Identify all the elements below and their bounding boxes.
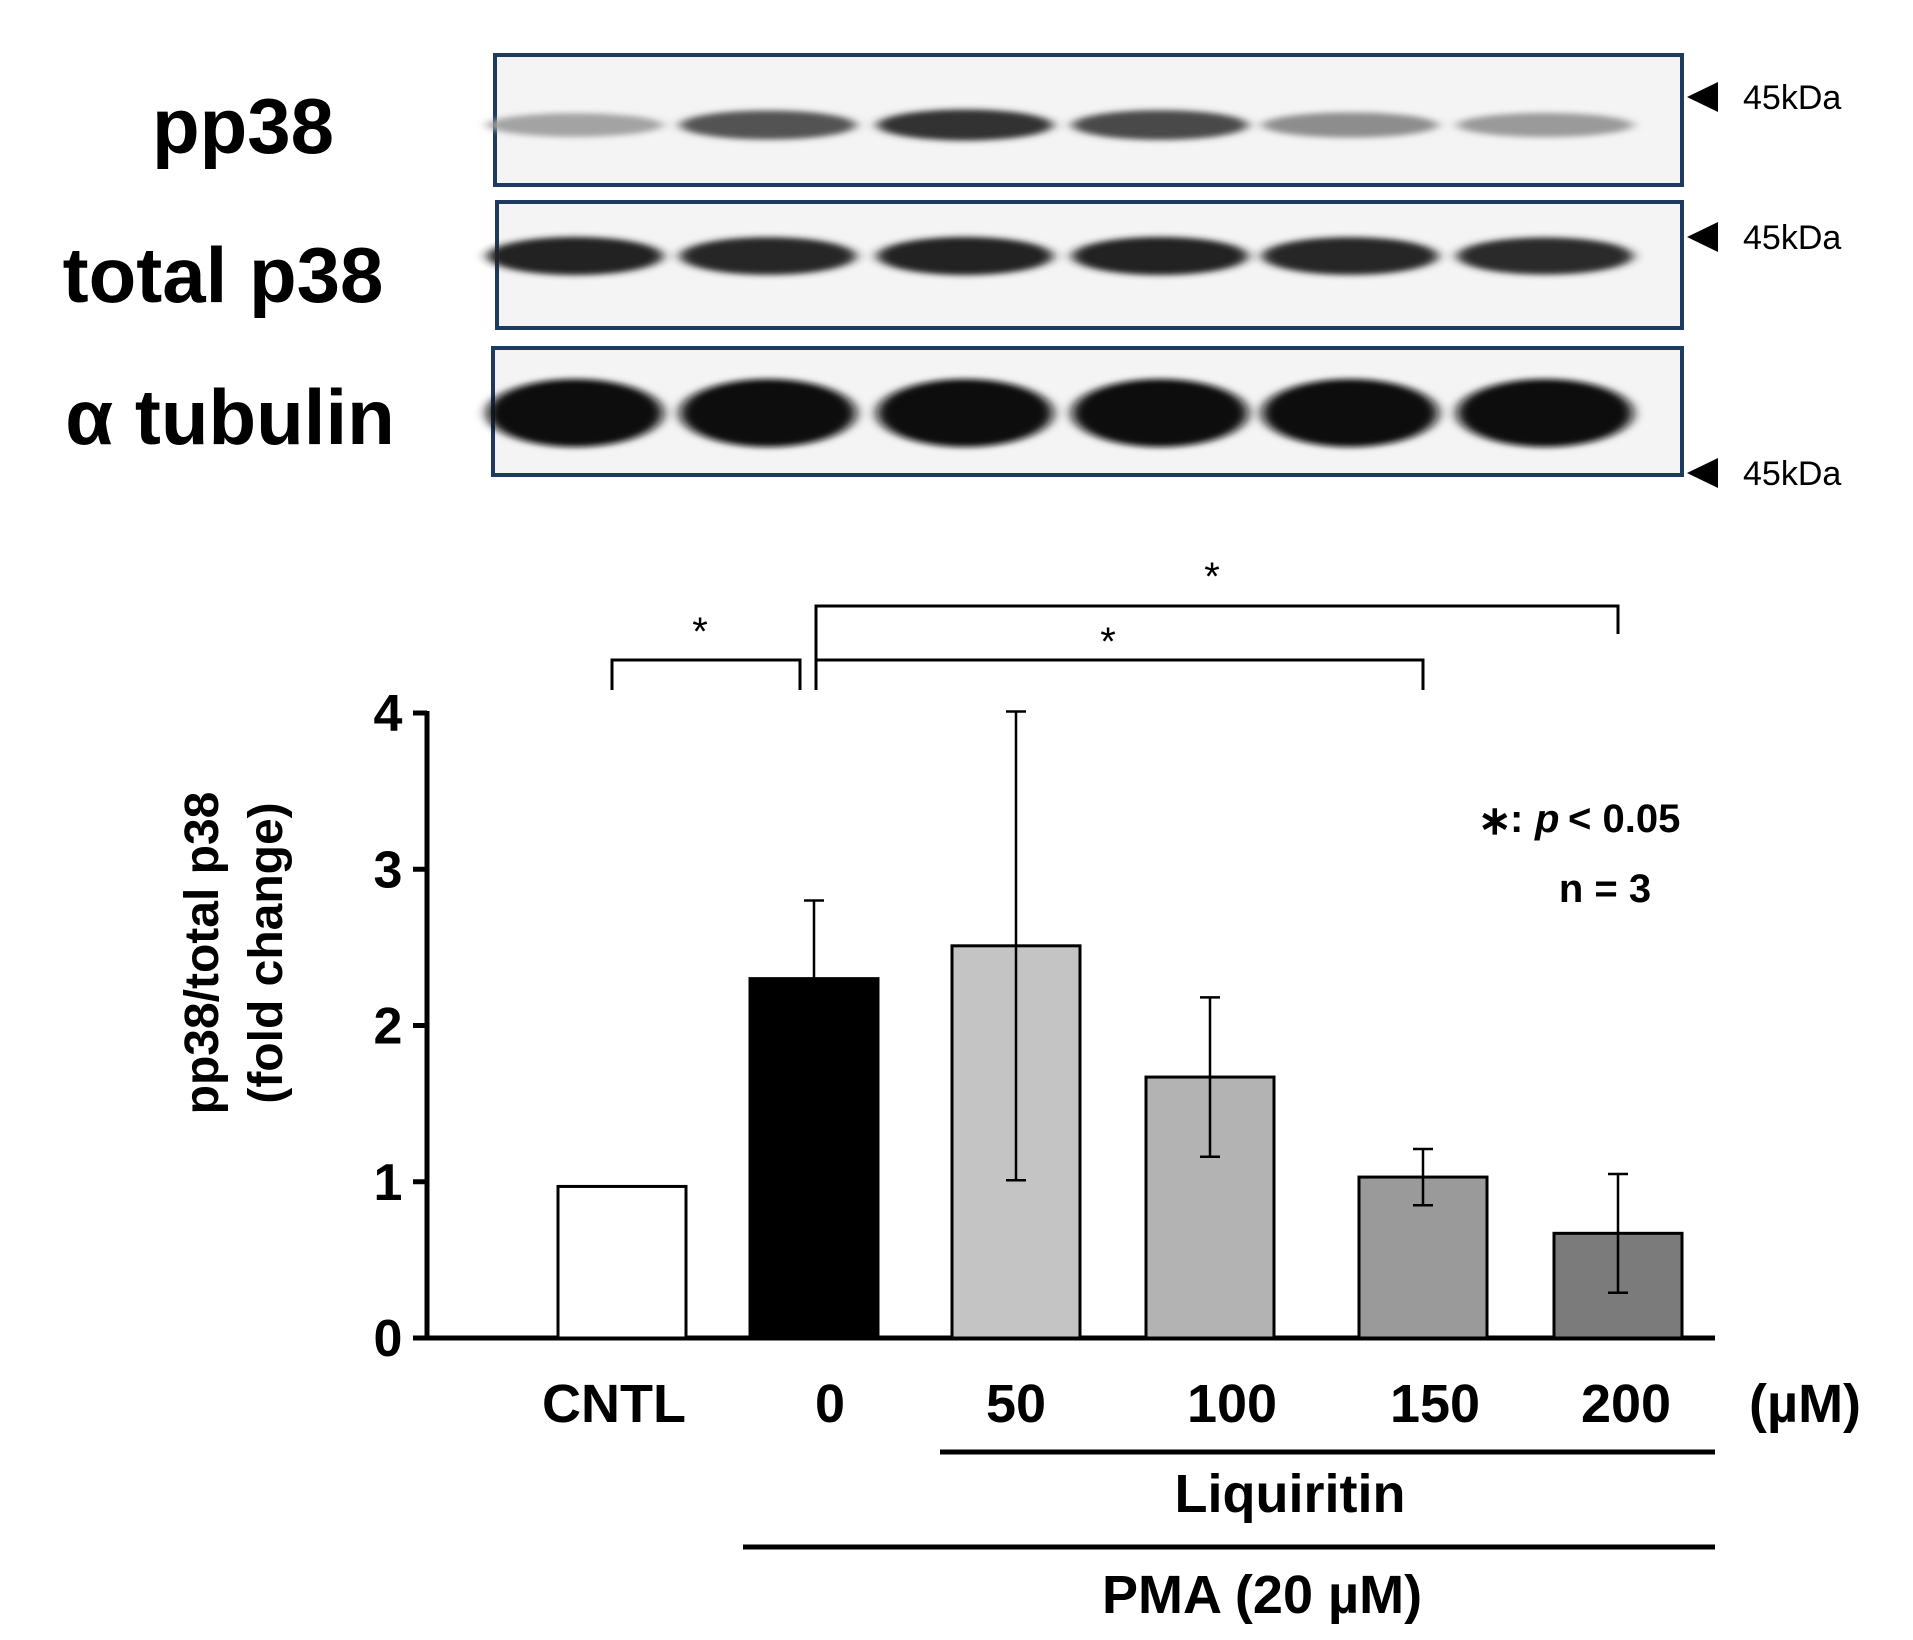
blot-strips — [487, 53, 1684, 477]
x-tick-label-150: 150 — [1390, 1374, 1480, 1434]
blot-band — [1262, 237, 1438, 275]
blot-label-pp38: pp38 — [152, 82, 334, 170]
annotation-threshold: < 0.05 — [1568, 797, 1680, 841]
blot-band — [680, 110, 856, 140]
blot-band — [1457, 237, 1633, 275]
y-tick-label: 0 — [374, 1310, 403, 1368]
marker-alpha-tubulin: 45kDa — [1687, 455, 1841, 493]
blot-band — [1072, 110, 1248, 140]
x-tick-label-50: 50 — [986, 1374, 1046, 1434]
blot-label-total-p38: total p38 — [63, 231, 384, 319]
bar-CNTL — [556, 1184, 688, 1340]
significance-brackets: * * * — [610, 555, 1620, 690]
significance-star: * — [692, 610, 708, 654]
blot-band — [680, 379, 856, 447]
axes: 0 1 2 3 4 — [374, 685, 1715, 1368]
bracket-line — [814, 604, 1620, 690]
x-tick-label-100: 100 — [1187, 1374, 1277, 1434]
blot-band — [1457, 379, 1633, 447]
annotation-sep: : — [1510, 797, 1523, 841]
annotation-star: ∗ — [1478, 799, 1512, 843]
pma-group-label: PMA (20 µM) — [1102, 1565, 1422, 1625]
liquiritin-group-label: Liquiritin — [1175, 1464, 1406, 1524]
blot-row-0 — [487, 53, 1684, 187]
annotation-p: p — [1534, 797, 1559, 841]
significance-star: * — [1204, 555, 1220, 599]
y-tick-label: 4 — [374, 685, 403, 743]
significance-bracket-0-200: * — [814, 555, 1620, 690]
blot-row-2 — [487, 346, 1684, 477]
x-tick-label-200: 200 — [1581, 1374, 1671, 1434]
bracket-line — [814, 658, 1425, 690]
y-tick-label: 3 — [374, 841, 403, 899]
blot-band — [487, 113, 663, 137]
blot-band — [1262, 112, 1438, 138]
y-tick-label: 1 — [374, 1154, 403, 1212]
marker-label: 45kDa — [1743, 455, 1841, 493]
blot-row-1 — [487, 200, 1684, 330]
blot-band — [877, 236, 1053, 276]
significance-star: * — [1100, 620, 1116, 664]
stats-annotation: ∗ : p < 0.05 n = 3 — [1478, 797, 1680, 911]
bracket-line — [610, 658, 802, 690]
blot-band — [487, 236, 663, 276]
blot-label-alpha-tubulin: α tubulin — [65, 373, 395, 461]
blot-band — [877, 109, 1053, 141]
blot-band — [877, 379, 1053, 447]
marker-pp38: 45kDa — [1687, 79, 1841, 117]
y-tick-label: 2 — [374, 998, 403, 1056]
marker-arrow-icon — [1687, 82, 1718, 112]
x-tick-label-CNTL: CNTL — [542, 1374, 686, 1434]
error-bars — [804, 710, 1628, 1294]
marker-arrow-icon — [1687, 458, 1718, 488]
y-axis-label-line1: pp38/total p38 — [176, 792, 229, 1115]
significance-bracket-0-150: * — [814, 620, 1425, 690]
x-tick-label-0: 0 — [815, 1374, 845, 1434]
marker-arrow-icon — [1687, 222, 1718, 252]
blot-band — [1262, 379, 1438, 447]
bars — [556, 944, 1684, 1340]
blot-band — [1072, 379, 1248, 447]
western-blot-panel: pp38 total p38 α tubulin 45kDa 45kDa 45k… — [63, 53, 1841, 493]
blot-band — [1072, 236, 1248, 276]
blot-band — [487, 379, 663, 447]
x-tick-labels: CNTL 0 50 100 150 200 — [542, 1374, 1671, 1434]
blot-band — [680, 237, 856, 275]
blot-band — [1457, 112, 1633, 138]
marker-label: 45kDa — [1743, 79, 1841, 117]
significance-bracket-CNTL-0: * — [610, 610, 802, 690]
marker-total-p38: 45kDa — [1687, 219, 1841, 257]
annotation-n: n = 3 — [1559, 867, 1651, 911]
y-axis-label-line2: (fold change) — [240, 802, 293, 1103]
unit-label: (µM) — [1749, 1374, 1861, 1434]
marker-label: 45kDa — [1743, 219, 1841, 257]
